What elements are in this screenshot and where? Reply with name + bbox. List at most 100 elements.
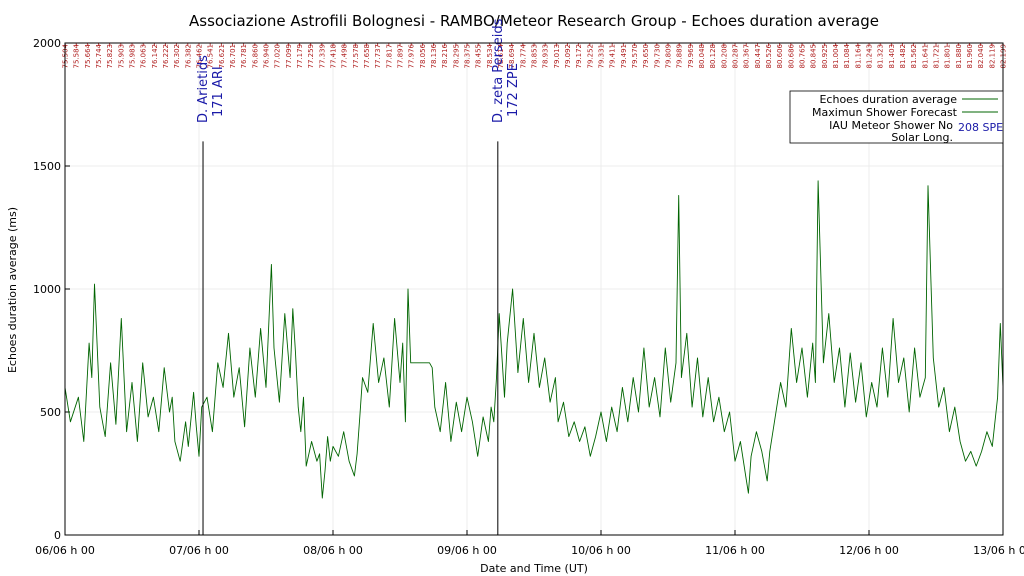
y-tick-label: 1000 <box>33 283 61 296</box>
solar-tick-label: 77.020 <box>274 44 282 69</box>
solar-tick-label: 80.845 <box>810 44 818 69</box>
solar-tick-label: 76.302 <box>173 44 181 69</box>
solar-tick-label: 75.744 <box>95 43 103 68</box>
solar-tick-label: 81.801 <box>944 44 952 69</box>
shower-name-label: D. Arietids <box>196 55 211 123</box>
solar-tick-label: 77.817 <box>385 44 393 69</box>
y-tick-label: 2000 <box>33 37 61 50</box>
solar-tick-label: 77.976 <box>408 43 416 68</box>
solar-tick-label: 77.897 <box>397 44 405 69</box>
solar-tick-label: 76.142 <box>151 44 159 69</box>
grid <box>65 43 1003 535</box>
solar-tick-label: 76.940 <box>263 44 271 69</box>
solar-tick-label: 80.765 <box>799 44 807 69</box>
solar-tick-label: 79.172 <box>575 44 583 69</box>
solar-tick-label: 81.960 <box>966 44 974 69</box>
solar-tick-label: 77.498 <box>341 44 349 69</box>
series-line <box>64 180 1004 499</box>
legend: Echoes duration average Maximun Shower F… <box>789 90 1004 144</box>
solar-tick-label: 77.658 <box>363 44 371 69</box>
solar-tick-label: 76.541 <box>207 44 215 69</box>
shower-markers: D. Arietids 171 ARI D. zeta Perseids 172 ZP… <box>196 18 521 535</box>
x-tick-label: 06/06 h 00 <box>35 544 95 557</box>
solar-tick-label: 79.092 <box>564 44 572 69</box>
solar-tick-label: 78.375 <box>464 44 472 69</box>
solar-tick-label: 81.880 <box>955 44 963 69</box>
solar-tick-label: 80.526 <box>765 43 773 68</box>
shower-code-label: 172 ZPE <box>506 63 521 117</box>
solar-tick-label: 82.040 <box>977 44 985 69</box>
solar-tick-label: 78.853 <box>531 44 539 69</box>
solar-tick-label: 78.614 <box>497 43 505 68</box>
solar-tick-label: 81.164 <box>854 43 862 68</box>
series-group <box>64 180 1004 499</box>
x-tick-label: 10/06 h 00 <box>571 544 631 557</box>
solar-tick-label: 77.418 <box>330 44 338 69</box>
solar-tick-label: 75.823 <box>106 44 114 69</box>
solar-tick-label: 79.889 <box>676 44 684 69</box>
x-tick-label: 11/06 h 00 <box>705 544 765 557</box>
solar-tick-label: 80.048 <box>698 44 706 69</box>
solar-tick-label: 80.447 <box>754 44 762 69</box>
solar-tick-label: 81.721 <box>933 44 941 69</box>
solar-tick-label: 81.403 <box>888 44 896 69</box>
chart-title: Associazione Astrofili Bolognesi - RAMBO… <box>189 12 879 30</box>
solar-tick-label: 78.534 <box>486 43 494 68</box>
solar-tick-label: 80.925 <box>821 44 829 69</box>
solar-tick-label: 80.367 <box>743 44 751 69</box>
x-tick-label: 12/06 h 00 <box>839 544 899 557</box>
solar-tick-label: 81.243 <box>866 44 874 69</box>
solar-tick-label: 75.903 <box>117 44 125 69</box>
solar-tick-label: 78.056 <box>419 43 427 68</box>
legend-entry-iau: IAU Meteor Shower No <box>829 119 953 132</box>
legend-extra-label: 208 SPE <box>958 121 1003 134</box>
solar-tick-label: 76.063 <box>140 44 148 69</box>
solar-tick-label: 77.259 <box>307 44 315 69</box>
x-tick-label: 07/06 h 00 <box>169 544 229 557</box>
solar-tick-label: 77.339 <box>318 44 326 69</box>
solar-tick-label: 78.933 <box>542 44 550 69</box>
solar-tick-label: 80.287 <box>732 44 740 69</box>
x-tick-label: 09/06 h 00 <box>437 544 497 557</box>
solar-tick-label: 78.774 <box>519 43 527 68</box>
solar-tick-label: 79.809 <box>665 44 673 69</box>
y-tick-label: 1500 <box>33 160 61 173</box>
solar-tick-label: 76.860 <box>251 44 259 69</box>
solar-tick-label: 79.730 <box>653 44 661 69</box>
solar-tick-label: 80.606 <box>776 43 784 68</box>
solar-tick-label: 77.099 <box>285 44 293 69</box>
legend-entry-echoes: Echoes duration average <box>819 93 957 106</box>
solar-tick-label: 81.004 <box>832 43 840 68</box>
x-tick-label: 13/06 h 00 <box>973 544 1024 557</box>
solar-tick-label: 76.382 <box>184 44 192 69</box>
plot-frame <box>64 42 1004 536</box>
solar-tick-label: 79.570 <box>631 44 639 69</box>
solar-tick-label: 80.128 <box>709 44 717 69</box>
solar-tick-label: 77.179 <box>296 44 304 69</box>
solar-tick-label: 81.562 <box>910 44 918 69</box>
solar-tick-label: 81.641 <box>921 44 929 69</box>
solar-tick-label: 80.208 <box>720 44 728 69</box>
solar-tick-label: 76.621 <box>218 44 226 69</box>
solar-tick-label: 79.013 <box>553 44 561 69</box>
solar-tick-label: 81.482 <box>899 44 907 69</box>
solar-tick-label: 82.119 <box>988 44 996 69</box>
solar-tick-label: 77.578 <box>352 44 360 69</box>
solar-tick-label: 79.411 <box>609 44 617 69</box>
solar-tick-label: 76.781 <box>240 44 248 69</box>
solar-tick-label: 78.136 <box>430 43 438 68</box>
solar-tick-label: 76.462 <box>196 44 204 69</box>
solar-tick-label: 75.664 <box>84 43 92 68</box>
y-axis-label: Echoes duration average (ms) <box>6 207 19 373</box>
solar-tick-label: 79.969 <box>687 44 695 69</box>
solar-tick-label: 75.584 <box>73 43 81 68</box>
solar-tick-label: 81.323 <box>877 44 885 69</box>
solar-tick-label: 77.737 <box>374 44 382 69</box>
x-axis-label: Date and Time (UT) <box>480 562 588 575</box>
shower-code-label: 171 ARI <box>211 66 226 117</box>
solar-tick-label: 76.701 <box>229 44 237 69</box>
y-tick-label: 0 <box>54 529 61 542</box>
solar-tick-label: 75.983 <box>129 44 137 69</box>
solar-tick-label: 78.295 <box>452 44 460 69</box>
